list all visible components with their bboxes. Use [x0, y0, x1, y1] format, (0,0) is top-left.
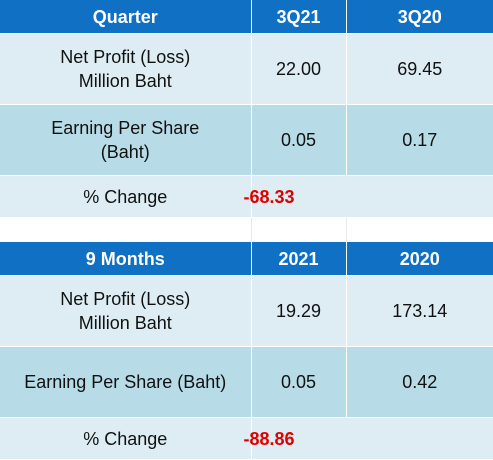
previous-value: 173.14 [346, 275, 493, 347]
row-label: % Change [0, 417, 252, 460]
change-value-cell: -88.86 [244, 417, 493, 460]
change-value: -88.86 [243, 428, 295, 449]
previous-value: 69.45 [346, 33, 493, 105]
table-row-eps: Earning Per Share (Baht) 0.05 0.17 [0, 104, 493, 176]
quarter-table: Quarter 3Q21 3Q20 Net Profit (Loss) Mill… [0, 0, 493, 218]
table-separator [0, 218, 493, 242]
change-value-cell: -68.33 [244, 175, 493, 218]
row-label: Earning Per Share (Baht) [0, 104, 252, 176]
row-label-line2: Million Baht [78, 71, 172, 91]
separator-divider [251, 218, 252, 242]
header-period: 9 Months [0, 242, 252, 276]
row-label: % Change [0, 175, 252, 218]
table-row-net-profit: Net Profit (Loss) Million Baht 22.00 69.… [0, 33, 493, 105]
separator-divider [346, 218, 347, 242]
header-current-period: 3Q21 [251, 0, 347, 34]
row-label: Net Profit (Loss) Million Baht [0, 33, 252, 105]
header-previous-period: 2020 [346, 242, 493, 276]
current-value: 22.00 [251, 33, 347, 105]
header-previous-period: 3Q20 [346, 0, 493, 34]
header-current-period: 2021 [251, 242, 347, 276]
header-period: Quarter [0, 0, 252, 34]
table-row-eps: Earning Per Share (Baht) 0.05 0.42 [0, 346, 493, 418]
change-value: -68.33 [243, 186, 295, 207]
row-label: Net Profit (Loss) Million Baht [0, 275, 252, 347]
current-value: 19.29 [251, 275, 347, 347]
current-value: 0.05 [251, 346, 347, 418]
current-value: 0.05 [251, 104, 347, 176]
row-label: Earning Per Share (Baht) [0, 346, 252, 418]
table-row-net-profit: Net Profit (Loss) Million Baht 19.29 173… [0, 275, 493, 347]
table-header-row: 9 Months 2021 2020 [0, 242, 493, 276]
table-row-change: % Change -68.33 [0, 175, 493, 218]
row-label-line1: Net Profit (Loss) [60, 47, 191, 67]
nine-month-table: 9 Months 2021 2020 Net Profit (Loss) Mil… [0, 242, 493, 460]
table-header-row: Quarter 3Q21 3Q20 [0, 0, 493, 34]
table-row-change: % Change -88.86 [0, 417, 493, 460]
previous-value: 0.17 [346, 104, 493, 176]
row-label-line2: Million Baht [78, 313, 172, 333]
previous-value: 0.42 [346, 346, 493, 418]
row-label-line1: Net Profit (Loss) [60, 289, 191, 309]
row-label-line1: Earning Per Share [51, 118, 200, 138]
row-label-line2: (Baht) [100, 142, 150, 162]
